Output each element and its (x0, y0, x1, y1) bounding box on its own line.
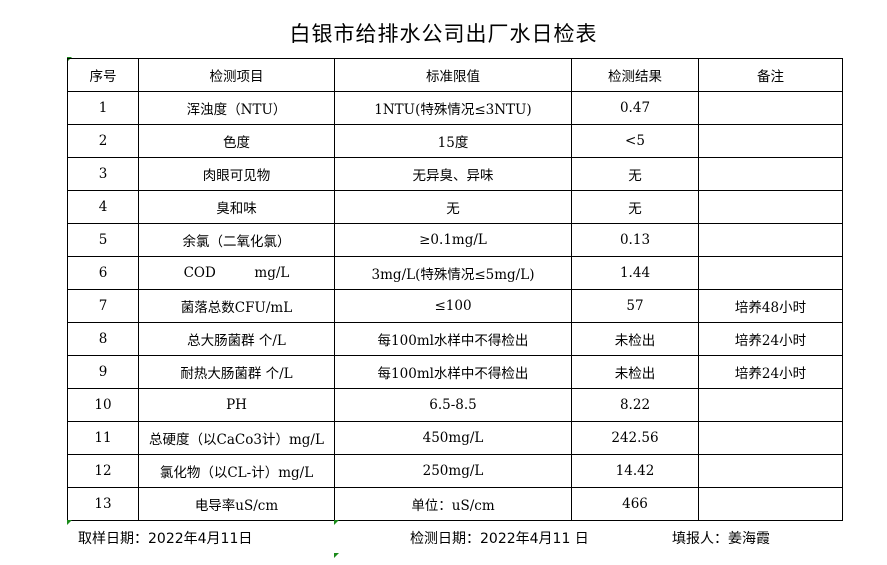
cell[interactable]: 242.56 (571, 421, 699, 455)
cell[interactable]: 1.44 (571, 256, 699, 290)
cell[interactable]: 13 (67, 487, 139, 521)
inspection-table: 序号 检测项目 标准限值 检测结果 备注 1 浑浊度（NTU） 1NTU(特殊情况≤3NTU)… (67, 58, 843, 521)
cell[interactable]: 每100ml水样中不得检出 (334, 355, 572, 389)
table-row: 11 总硬度（以CaCo3计）mg/L 450mg/L 242.56 (67, 421, 843, 455)
cell-marker (334, 553, 339, 558)
cell[interactable] (698, 487, 843, 521)
cell[interactable]: 9 (67, 355, 139, 389)
cell[interactable]: PH (138, 388, 335, 422)
cell-marker (67, 520, 72, 525)
table-row: 10 PH 6.5-8.5 8.22 (67, 388, 843, 422)
cell[interactable]: 57 (571, 289, 699, 323)
cell[interactable]: 250mg/L (334, 454, 572, 488)
cell[interactable]: COD mg/L (138, 256, 335, 290)
table-row: 7 菌落总数CFU/mL ≤100 57 培养48小时 (67, 289, 843, 323)
cell[interactable]: 未检出 (571, 322, 699, 356)
cell[interactable]: 培养48小时 (698, 289, 843, 323)
cell[interactable]: 臭和味 (138, 190, 335, 224)
cell[interactable]: 10 (67, 388, 139, 422)
header-row: 序号 检测项目 标准限值 检测结果 备注 (67, 58, 843, 92)
cell[interactable]: 检测项目 (138, 58, 335, 92)
cell[interactable]: 色度 (138, 124, 335, 158)
cell[interactable]: 备注 (698, 58, 843, 92)
cell[interactable]: 肉眼可见物 (138, 157, 335, 191)
cell[interactable]: 未检出 (571, 355, 699, 389)
cell[interactable]: 总硬度（以CaCo3计）mg/L (138, 421, 335, 455)
cell[interactable]: 浑浊度（NTU） (138, 91, 335, 125)
cell[interactable] (698, 256, 843, 290)
table-row: 4 臭和味无无 (67, 190, 843, 224)
cell[interactable]: 单位：uS/cm (334, 487, 572, 521)
cell[interactable]: 15度 (334, 124, 572, 158)
cell[interactable] (698, 91, 843, 125)
cell[interactable]: 6.5-8.5 (334, 388, 572, 422)
cell[interactable]: 1NTU(特殊情况≤3NTU) (334, 91, 572, 125)
table-row: 2 色度 15度 <5 (67, 124, 843, 158)
cell[interactable]: 无 (571, 157, 699, 191)
cell[interactable]: 4 (67, 190, 139, 224)
cell[interactable]: 序号 (67, 58, 139, 92)
cell[interactable]: 6 (67, 256, 139, 290)
table-row: 1 浑浊度（NTU） 1NTU(特殊情况≤3NTU) 0.47 (67, 91, 843, 125)
table-row: 13 电导率uS/cm 单位：uS/cm 466 (67, 487, 843, 521)
test-date: 检测日期：2022年4月11 日 (410, 531, 589, 547)
cell[interactable]: 14.42 (571, 454, 699, 488)
table-row: 8 总大肠菌群 个/L 每100ml水样中不得检出 未检出 培养24小时 (67, 322, 843, 356)
table-row: 12 氯化物（以CL-计）mg/L 250mg/L 14.42 (67, 454, 843, 488)
cell[interactable] (698, 223, 843, 257)
cell[interactable]: 标准限值 (334, 58, 572, 92)
table-row: 9 耐热大肠菌群 个/L 每100ml水样中不得检出 未检出 培养24小时 (67, 355, 843, 389)
cell[interactable]: 8.22 (571, 388, 699, 422)
cell[interactable] (698, 124, 843, 158)
cell[interactable]: 450mg/L (334, 421, 572, 455)
cell[interactable]: <5 (571, 124, 699, 158)
cell[interactable]: 电导率uS/cm (138, 487, 335, 521)
cell[interactable]: 余氯（二氧化氯） (138, 223, 335, 257)
table-row: 5 余氯（二氧化氯） ≥0.1mg/L 0.13 (67, 223, 843, 257)
cell[interactable]: 每100ml水样中不得检出 (334, 322, 572, 356)
cell[interactable]: 3 (67, 157, 139, 191)
cell[interactable]: 11 (67, 421, 139, 455)
cell[interactable]: 0.13 (571, 223, 699, 257)
page-title: 白银市给排水公司出厂水日检表 (289, 22, 598, 46)
cell[interactable]: 2 (67, 124, 139, 158)
cell[interactable]: 培养24小时 (698, 322, 843, 356)
cell[interactable] (698, 190, 843, 224)
cell[interactable]: 培养24小时 (698, 355, 843, 389)
cell[interactable]: 1 (67, 91, 139, 125)
cell[interactable] (698, 454, 843, 488)
cell[interactable]: ≤100 (334, 289, 572, 323)
cell[interactable]: 无异臭、异味 (334, 157, 572, 191)
cell[interactable]: 检测结果 (571, 58, 699, 92)
cell[interactable]: 菌落总数CFU/mL (138, 289, 335, 323)
sample-date: 取样日期：2022年4月11日 (78, 531, 253, 547)
cell[interactable]: 耐热大肠菌群 个/L (138, 355, 335, 389)
cell[interactable]: ≥0.1mg/L (334, 223, 572, 257)
cell[interactable]: 0.47 (571, 91, 699, 125)
cell[interactable]: 总大肠菌群 个/L (138, 322, 335, 356)
cell[interactable]: 氯化物（以CL-计）mg/L (138, 454, 335, 488)
cell[interactable]: 无 (334, 190, 572, 224)
cell[interactable]: 466 (571, 487, 699, 521)
cell[interactable]: 无 (571, 190, 699, 224)
cell[interactable]: 7 (67, 289, 139, 323)
table-row: 3 肉眼可见物 无异臭、异味无 (67, 157, 843, 191)
cell[interactable]: 3mg/L(特殊情况≤5mg/L) (334, 256, 572, 290)
cell[interactable] (698, 157, 843, 191)
cell[interactable]: 5 (67, 223, 139, 257)
cell[interactable]: 12 (67, 454, 139, 488)
table-row: 6 COD mg/L 3mg/L(特殊情况≤5mg/L) 1.44 (67, 256, 843, 290)
reporter: 填报人：姜海霞 (672, 531, 770, 547)
cell-marker (334, 520, 339, 525)
cell[interactable] (698, 421, 843, 455)
cell[interactable]: 8 (67, 322, 139, 356)
cell[interactable] (698, 388, 843, 422)
